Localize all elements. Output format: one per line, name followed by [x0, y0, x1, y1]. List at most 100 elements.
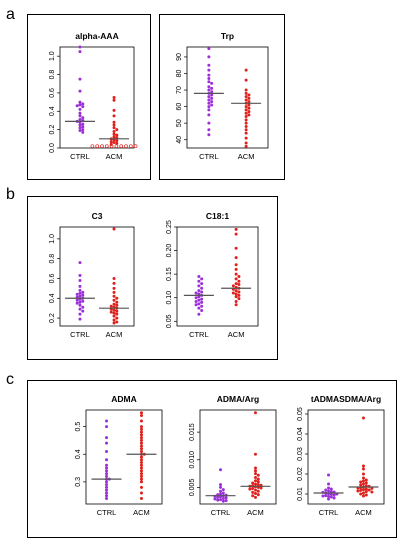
chart-1-point-acm — [112, 108, 116, 112]
chart-4-point-ctrl — [197, 275, 201, 278]
chart-2-point-ctrl — [207, 101, 211, 105]
chart-7-point-ctrl — [327, 489, 331, 493]
chart-1-point-acm — [109, 144, 114, 149]
chart-1-point-ctrl — [78, 50, 82, 54]
chart-5-point-ctrl — [105, 494, 109, 498]
chart-2-point-acm — [244, 141, 248, 145]
chart-6-point-acm — [253, 482, 257, 486]
chart-1-y-tick-label: 0.4 — [49, 106, 56, 116]
chart-5-point-acm — [139, 466, 143, 470]
chart-1-point-acm — [112, 126, 116, 130]
chart-2-point-acm — [244, 91, 248, 95]
chart-4-x-label-ctrl: CTRL — [189, 330, 209, 339]
chart-5-point-acm — [139, 472, 143, 476]
chart-3-point-ctrl — [78, 284, 82, 288]
chart-3-point-acm — [112, 314, 116, 318]
chart-4-point-acm — [234, 295, 238, 299]
chart-6-plot-box — [199, 409, 277, 505]
chart-5-point-acm — [139, 469, 143, 473]
chart-2-y-tick-label: 70 — [176, 86, 183, 94]
chart-4-point-acm — [234, 256, 238, 260]
chart-3-x-label-ctrl: CTRL — [70, 330, 90, 339]
chart-5-point-acm — [139, 461, 143, 465]
chart-4-point-ctrl — [200, 300, 204, 304]
chart-5-point-acm — [139, 480, 143, 484]
chart-2-point-ctrl — [207, 108, 211, 112]
chart-4-point-ctrl — [194, 299, 198, 303]
chart-4-point-ctrl — [197, 302, 201, 306]
chart-2-point-ctrl — [207, 98, 211, 102]
chart-5-y-tick-label: 0.5 — [75, 422, 82, 432]
chart-3-point-acm — [115, 303, 119, 307]
chart-3-point-ctrl — [78, 300, 82, 304]
chart-2-point-ctrl — [207, 63, 211, 67]
chart-2-point-acm — [244, 118, 248, 122]
chart-6-point-acm — [251, 481, 255, 485]
chart-7-point-ctrl — [324, 488, 328, 492]
chart-5-point-acm — [139, 411, 143, 415]
chart-2-point-ctrl — [207, 95, 211, 99]
chart-7-plot-box — [307, 409, 385, 505]
chart-7-point-acm — [361, 467, 365, 471]
chart-5-point-ctrl — [105, 469, 109, 473]
chart-3-point-ctrl — [78, 312, 82, 316]
chart-5-point-ctrl — [105, 419, 109, 423]
chart-3-point-acm — [115, 296, 119, 300]
chart-7-point-acm — [359, 483, 363, 487]
chart-1-x-label-acm: ACM — [106, 152, 123, 161]
chart-2-point-acm — [247, 100, 251, 104]
chart-3-point-acm — [112, 286, 116, 290]
chart-1-point-ctrl — [78, 114, 82, 118]
chart-1-y-tick-label: 1.0 — [49, 51, 56, 61]
chart-4-point-ctrl — [194, 296, 198, 300]
chart-4-point-ctrl — [197, 284, 201, 288]
chart-5-point-ctrl — [105, 449, 109, 453]
chart-3-point-acm — [115, 312, 119, 316]
chart-1-y-tick-label: 0.2 — [49, 125, 56, 135]
chart-2-point-acm — [244, 88, 248, 92]
chart-7-point-ctrl — [332, 493, 336, 497]
chart-1-point-ctrl — [78, 77, 82, 81]
chart-7-point-acm — [361, 472, 365, 476]
chart-3-point-acm — [112, 318, 116, 322]
chart-4-point-acm — [234, 299, 238, 303]
chart-4-point-acm — [237, 293, 241, 297]
chart-1-point-acm — [112, 135, 116, 139]
chart-7-point-acm — [370, 490, 374, 494]
chart-5-y-tick-label: 0.3 — [75, 477, 82, 487]
chart-4-point-ctrl — [200, 286, 204, 290]
chart-6-x-label-ctrl: CTRL — [211, 508, 231, 517]
chart-5-point-ctrl — [105, 458, 109, 462]
chart-2-point-acm — [244, 98, 248, 102]
chart-5-point-ctrl — [105, 466, 109, 470]
chart-2-point-ctrl — [207, 105, 211, 109]
chart-1-point-acm — [115, 139, 119, 143]
chart-6-point-acm — [253, 472, 257, 476]
chart-2-point-ctrl — [207, 85, 211, 89]
chart-6-point-acm — [251, 487, 255, 491]
chart-4-y-tick-label: 0.15 — [166, 267, 173, 281]
chart-6-point-acm — [253, 466, 257, 470]
chart-5-point-ctrl — [105, 425, 109, 429]
chart-3-point-acm — [115, 316, 119, 320]
chart-4-point-acm — [234, 292, 238, 296]
chart-4-point-acm — [237, 275, 241, 278]
chart-2-point-ctrl — [207, 68, 211, 72]
chart-5-point-acm — [139, 477, 143, 481]
chart-6-point-ctrl — [219, 485, 223, 489]
chart-3-point-ctrl — [78, 274, 82, 278]
chart-3-point-acm — [115, 300, 119, 304]
chart-7-point-acm — [359, 480, 363, 484]
chart-7-x-label-ctrl: CTRL — [319, 508, 339, 517]
chart-5-point-ctrl — [105, 491, 109, 495]
chart-3-point-acm — [112, 294, 116, 298]
chart-4-point-ctrl — [197, 292, 201, 296]
chart-3-plot-box — [59, 226, 135, 327]
chart-4-point-acm — [234, 267, 238, 271]
chart-4-point-acm — [234, 227, 238, 231]
chart-2-point-acm — [247, 96, 251, 100]
chart-1-point-acm — [128, 144, 133, 149]
chart-1-point-acm — [112, 132, 116, 136]
chart-4-point-acm — [234, 289, 238, 293]
chart-1-point-ctrl — [81, 116, 85, 120]
